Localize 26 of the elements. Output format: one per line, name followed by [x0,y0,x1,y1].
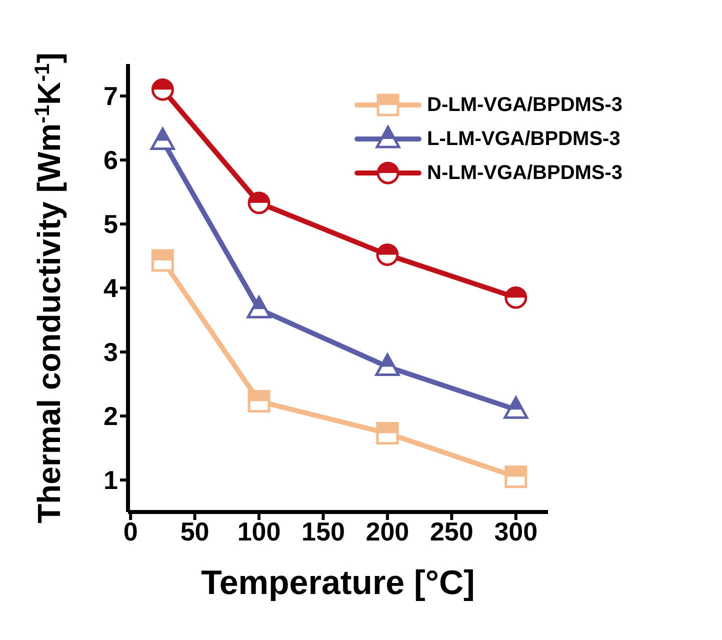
legend-label: D-LM-VGA/BPDMS-3 [427,94,623,116]
y-tick-label: 5 [104,209,118,240]
point [151,78,174,101]
x-tick-label: 0 [123,516,138,546]
legend-label: L-LM-VGA/BPDMS-3 [427,128,620,150]
point [151,249,174,272]
x-tick-label: 150 [302,516,345,546]
y-tick-label: 7 [104,81,118,112]
point [504,286,528,309]
y-tick-label: 6 [104,145,118,176]
y-tick-label: 2 [104,401,118,432]
x-tick-label: 200 [366,516,410,546]
legend-label: N-LM-VGA/BPDMS-3 [427,162,623,184]
x-tick-label: 250 [430,516,474,546]
y-tick-label: 4 [104,273,119,304]
point [376,243,399,266]
x-tick-label: 50 [180,516,210,546]
point [376,422,399,445]
x-axis-title: Temperature [°C] [201,564,475,602]
y-tick-label: 1 [104,465,118,496]
point [248,192,270,214]
y-tick-label: 3 [104,337,118,368]
x-tick-label: 300 [494,516,538,546]
x-tick-label: 100 [237,516,281,546]
point [248,390,270,413]
point [504,466,528,488]
